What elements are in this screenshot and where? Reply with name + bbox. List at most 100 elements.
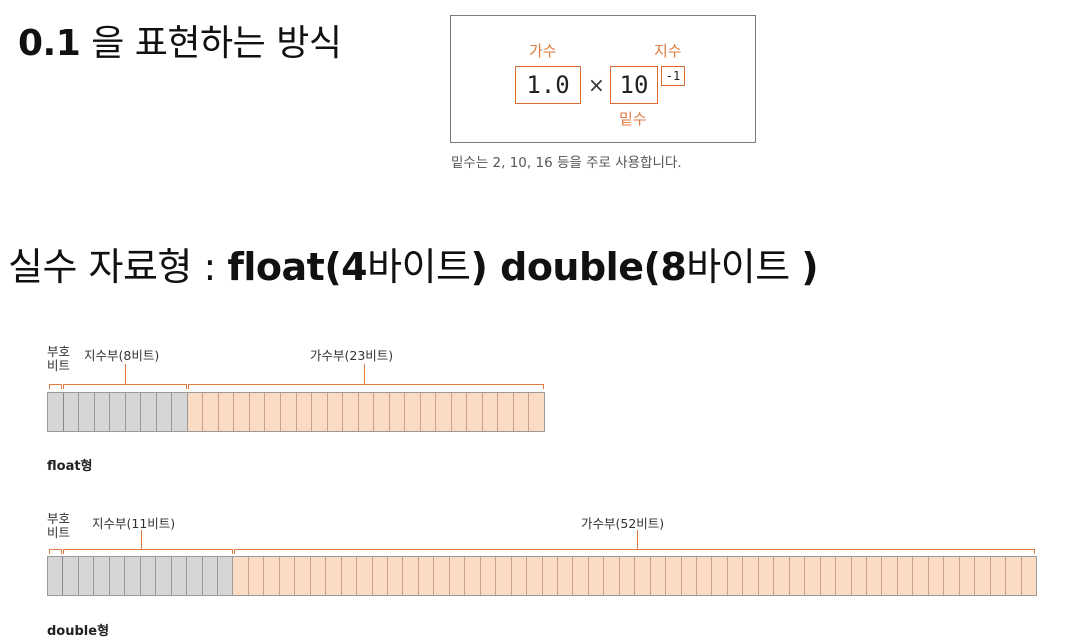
- double-mantissa-bit: [697, 557, 713, 595]
- double-mantissa-bit: [743, 557, 759, 595]
- double-mantissa-bit: [310, 557, 327, 595]
- double-mantissa-bit: [496, 557, 512, 595]
- page-title-representation: 0.1 을 표현하는 방식: [18, 14, 342, 66]
- heading2-prefix: 실수 자료형 :: [8, 245, 228, 289]
- float-mantissa-bit: [218, 393, 235, 431]
- double-mantissa-bit: [619, 557, 636, 595]
- double-mantissa-bit: [449, 557, 466, 595]
- base-caption: 밑수는 2, 10, 16 등을 주로 사용합니다.: [451, 155, 682, 171]
- double-mantissa-bit: [557, 557, 574, 595]
- double-mantissa-bit: [635, 557, 651, 595]
- double-mantissa-bit: [434, 557, 450, 595]
- double-exponent-bit: [78, 557, 95, 595]
- double-type-name: double형: [47, 624, 110, 639]
- double-exponent-bit: [217, 557, 234, 595]
- double-mantissa-bit: [990, 557, 1007, 595]
- double-exponent-label: 지수부(11비트): [92, 516, 176, 531]
- double-mantissa-bit: [774, 557, 790, 595]
- heading-number: 0.1: [18, 23, 81, 64]
- mantissa-value: 1.0: [515, 66, 581, 104]
- double-exponent-bit: [109, 557, 126, 595]
- double-mantissa-bit: [959, 557, 976, 595]
- section-title-real-types: 실수 자료형 : float(4바이트) double(8바이트 ): [8, 236, 819, 291]
- double-mantissa-bit: [465, 557, 481, 595]
- double-mantissa-bit: [867, 557, 883, 595]
- float-mantissa-bit: [265, 393, 281, 431]
- double-sign-bit: [48, 557, 64, 595]
- double-mantissa-bit: [944, 557, 960, 595]
- float-mantissa-bit: [498, 393, 514, 431]
- scientific-notation-box: [450, 15, 756, 143]
- float-bit-layout: [47, 392, 545, 432]
- double-exponent-bit: [63, 557, 79, 595]
- float-type-name: float형: [47, 459, 93, 474]
- double-bit-layout: [47, 556, 1037, 596]
- float-exponent-brace: [63, 384, 187, 389]
- times-symbol: ×: [588, 73, 605, 97]
- float-exponent-bit: [156, 393, 173, 431]
- double-exponent-bit: [171, 557, 188, 595]
- exponent-label: 지수: [654, 42, 682, 60]
- double-exponent-bit: [156, 557, 172, 595]
- float-exponent-bit: [63, 393, 80, 431]
- heading-text: 을 표현하는 방식: [80, 23, 342, 64]
- double-mantissa-bit: [326, 557, 342, 595]
- double-exponent-bit: [187, 557, 203, 595]
- double-mantissa-bit: [264, 557, 280, 595]
- double-mantissa-bit: [712, 557, 728, 595]
- double-mantissa-tick: [637, 530, 638, 549]
- float-exponent-bit: [141, 393, 157, 431]
- float-mantissa-bit: [327, 393, 344, 431]
- float-sign-bit-label: 부호 비트: [47, 345, 70, 373]
- double-mantissa-bit: [542, 557, 558, 595]
- float-mantissa-bit: [280, 393, 297, 431]
- double-exponent-bit: [125, 557, 141, 595]
- double-mantissa-label: 가수부(52비트): [581, 516, 665, 531]
- float-mantissa-bit: [451, 393, 468, 431]
- heading2-float-unit: 바이트: [367, 245, 471, 289]
- double-mantissa-bit: [573, 557, 589, 595]
- heading2-double-close: ): [801, 245, 819, 289]
- float-exponent-bit: [172, 393, 188, 431]
- double-mantissa-bit: [836, 557, 852, 595]
- double-mantissa-bit: [527, 557, 543, 595]
- float-mantissa-bit: [529, 393, 544, 431]
- float-exponent-bit: [79, 393, 95, 431]
- float-mantissa-bit: [358, 393, 375, 431]
- double-mantissa-bit: [418, 557, 435, 595]
- double-mantissa-bit: [882, 557, 898, 595]
- double-mantissa-bit: [1006, 557, 1022, 595]
- double-mantissa-bit: [913, 557, 929, 595]
- heading2-float-keyword: float(4: [227, 245, 368, 289]
- double-mantissa-bit: [511, 557, 528, 595]
- double-mantissa-bit: [341, 557, 358, 595]
- float-mantissa-bit: [234, 393, 250, 431]
- float-mantissa-bit: [389, 393, 406, 431]
- float-exponent-bit: [94, 393, 111, 431]
- double-mantissa-bit: [357, 557, 373, 595]
- double-mantissa-bit: [851, 557, 868, 595]
- double-sign-label-line2: 비트: [47, 525, 71, 540]
- float-mantissa-bit: [436, 393, 452, 431]
- double-exponent-bit: [140, 557, 157, 595]
- float-exponent-tick: [125, 364, 126, 384]
- float-mantissa-bit: [312, 393, 328, 431]
- heading2-double-unit: 바이트: [686, 245, 802, 289]
- float-mantissa-bit: [343, 393, 359, 431]
- float-mantissa-bit: [249, 393, 266, 431]
- double-sign-label-line1: 부호: [47, 511, 71, 526]
- double-mantissa-bit: [233, 557, 249, 595]
- double-mantissa-bit: [666, 557, 682, 595]
- double-exponent-brace: [63, 549, 233, 554]
- float-mantissa-bit: [513, 393, 530, 431]
- double-mantissa-bit: [928, 557, 945, 595]
- double-mantissa-bit: [820, 557, 837, 595]
- float-mantissa-bit: [467, 393, 483, 431]
- base-value: 10: [610, 66, 658, 104]
- float-mantissa-bit: [374, 393, 390, 431]
- double-sign-bit-label: 부호 비트: [47, 512, 70, 540]
- double-mantissa-brace: [234, 549, 1035, 554]
- heading2-double-keyword: double(8: [500, 245, 687, 289]
- float-mantissa-bit: [405, 393, 421, 431]
- double-mantissa-bit: [403, 557, 419, 595]
